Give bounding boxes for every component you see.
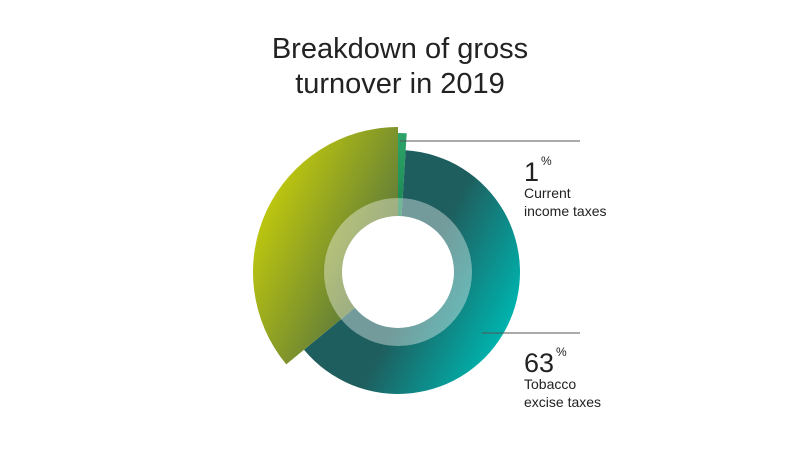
chart-title-line-2: turnover in 2019: [295, 68, 505, 100]
annotation-current-income-taxes: 1 % Current income taxes: [400, 140, 606, 219]
annotation-label-line-2: excise taxes: [524, 394, 601, 410]
annotation-tobacco-excise-taxes: 63 % Tobacco excise taxes: [482, 332, 601, 410]
annotation-percent-sign: %: [541, 154, 552, 168]
annotation-value: 63: [524, 348, 554, 378]
annotation-percent-sign: %: [556, 345, 567, 359]
donut-hole: [342, 216, 454, 328]
chart-title: Breakdown of gross turnover in 2019: [272, 33, 528, 100]
chart-title-line-1: Breakdown of gross: [272, 33, 528, 65]
annotation-label-line-2: income taxes: [524, 203, 606, 219]
slice-other: [253, 127, 398, 365]
annotation-value: 1: [524, 157, 539, 187]
annotation-label-line-1: Tobacco: [524, 376, 576, 392]
annotation-label-line-1: Current: [524, 185, 571, 201]
